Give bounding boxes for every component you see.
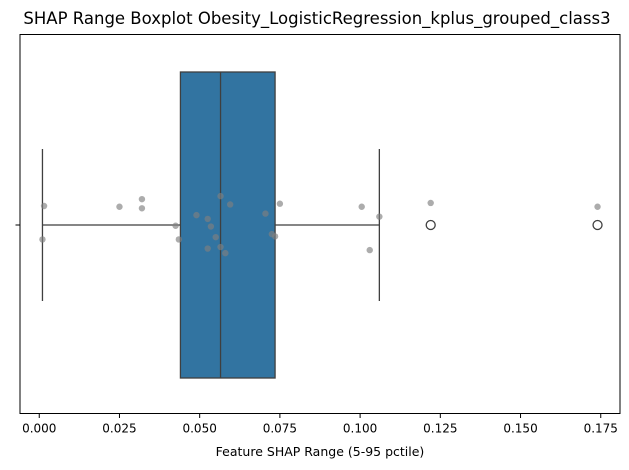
x-axis: 0.000 0.025 0.050 0.075 0.100 0.125 0.150 0.175 (22, 413, 618, 436)
strip-point (40, 202, 48, 210)
strip-point (226, 201, 234, 208)
outlier-point (592, 219, 603, 231)
strip-point (594, 203, 601, 210)
strip-point (204, 245, 211, 252)
strip-point (217, 192, 224, 200)
outlier-point (425, 219, 436, 231)
strip-point (193, 211, 200, 219)
strip-point (366, 246, 373, 254)
x-tick-label: 0.050 (182, 422, 216, 436)
x-axis-label: Feature SHAP Range (5-95 pctile) (216, 444, 425, 459)
strip-point (376, 213, 383, 220)
strip-point (217, 243, 224, 251)
strip-point (204, 215, 211, 223)
strip-point (175, 236, 183, 243)
strip-point (116, 203, 123, 210)
x-tick-label: 0.100 (343, 422, 377, 436)
strip-point (138, 205, 146, 212)
strip-point (358, 203, 365, 210)
x-tick-label: 0.125 (423, 422, 457, 436)
chart-title: SHAP Range Boxplot Obesity_LogisticRegre… (23, 9, 610, 29)
strip-point (212, 233, 219, 241)
x-tick-label: 0.000 (22, 422, 56, 436)
strip-point (262, 210, 269, 217)
strip-point (271, 233, 279, 240)
iqr-box (179, 71, 276, 379)
strip-point (138, 195, 146, 203)
x-tick-label: 0.175 (584, 422, 618, 436)
x-tick-label: 0.025 (102, 422, 136, 436)
strip-point (172, 222, 179, 229)
x-tick-label: 0.150 (503, 422, 537, 436)
strip-point (222, 249, 229, 257)
plot-frame (19, 34, 621, 414)
strip-point (39, 236, 46, 243)
x-tick-label: 0.075 (263, 422, 297, 436)
strip-point (207, 223, 215, 230)
plot-area (39, 71, 603, 379)
strip-point (427, 199, 434, 207)
strip-point (276, 200, 284, 207)
